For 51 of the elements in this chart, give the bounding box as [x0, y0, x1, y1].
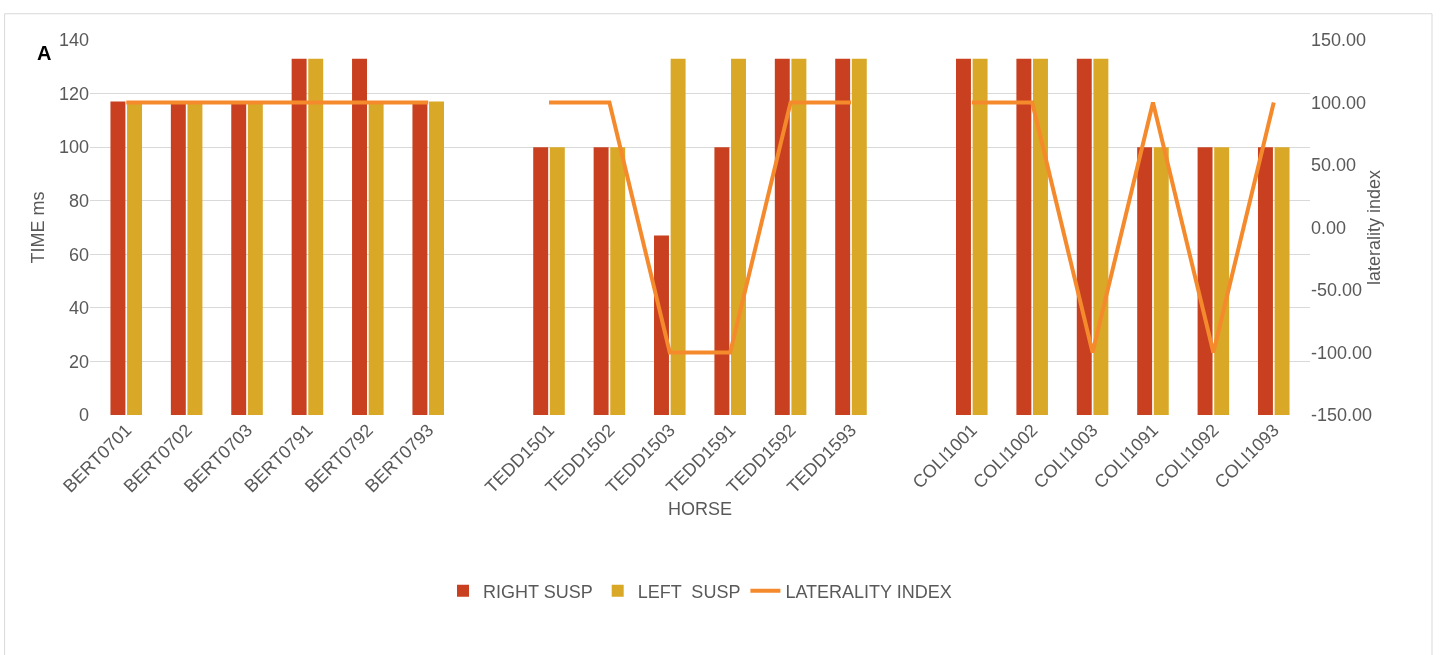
- bar: [1257, 147, 1273, 415]
- text: A: [37, 42, 52, 64]
- bar: [549, 147, 565, 415]
- legend-label: LEFT SUSP: [637, 581, 741, 602]
- y2-tick-label: 100.00: [1311, 92, 1367, 113]
- bar: [291, 58, 307, 415]
- bar: [731, 58, 746, 415]
- bar: [533, 147, 549, 415]
- bar: [670, 58, 686, 415]
- legend-label: LATERALITY INDEX: [785, 581, 952, 602]
- y-tick-label: 100: [58, 137, 89, 158]
- bar: [1274, 147, 1290, 415]
- y-tick-label: 40: [68, 298, 89, 319]
- bar: [1197, 147, 1213, 415]
- bar: [1137, 147, 1153, 415]
- bar: [593, 147, 609, 415]
- bar: [835, 58, 851, 415]
- bar: [610, 147, 626, 415]
- bar: [956, 58, 971, 415]
- y2-tick-label: 150.00: [1311, 30, 1367, 51]
- bar: [1093, 58, 1109, 415]
- bar: [714, 147, 730, 415]
- bar: [1016, 58, 1032, 415]
- y2-tick-label: -50.00: [1311, 280, 1363, 301]
- bar: [774, 58, 790, 415]
- bar: [352, 58, 367, 415]
- y-tick-label: 120: [58, 83, 89, 104]
- y2-tick-label: 0.00: [1311, 217, 1347, 238]
- legend-label: RIGHT SUSP: [483, 581, 593, 602]
- bar: [1153, 147, 1169, 415]
- bar: [654, 235, 669, 415]
- y2-axis-title: laterality index: [1364, 169, 1385, 286]
- y-tick-label: 0: [78, 405, 89, 426]
- bar: [851, 58, 867, 415]
- y2-tick-label: -100.00: [1311, 342, 1373, 363]
- y-axis-title: TIME ms: [28, 191, 48, 264]
- bar: [308, 58, 324, 415]
- bar: [1214, 147, 1230, 415]
- bar: [791, 58, 807, 415]
- bar: [972, 58, 988, 415]
- y2-tick-label: -150.00: [1311, 405, 1373, 426]
- bar: [1076, 58, 1092, 415]
- x-axis-title: HORSE: [667, 499, 733, 520]
- y-tick-label: 140: [58, 30, 89, 51]
- y2-tick-label: 50.00: [1311, 155, 1357, 176]
- bar: [110, 101, 126, 415]
- y-tick-label: 20: [68, 351, 89, 372]
- bar: [1033, 58, 1048, 415]
- y-tick-label: 60: [68, 244, 89, 265]
- y-tick-label: 80: [68, 191, 89, 212]
- bar: [429, 101, 444, 415]
